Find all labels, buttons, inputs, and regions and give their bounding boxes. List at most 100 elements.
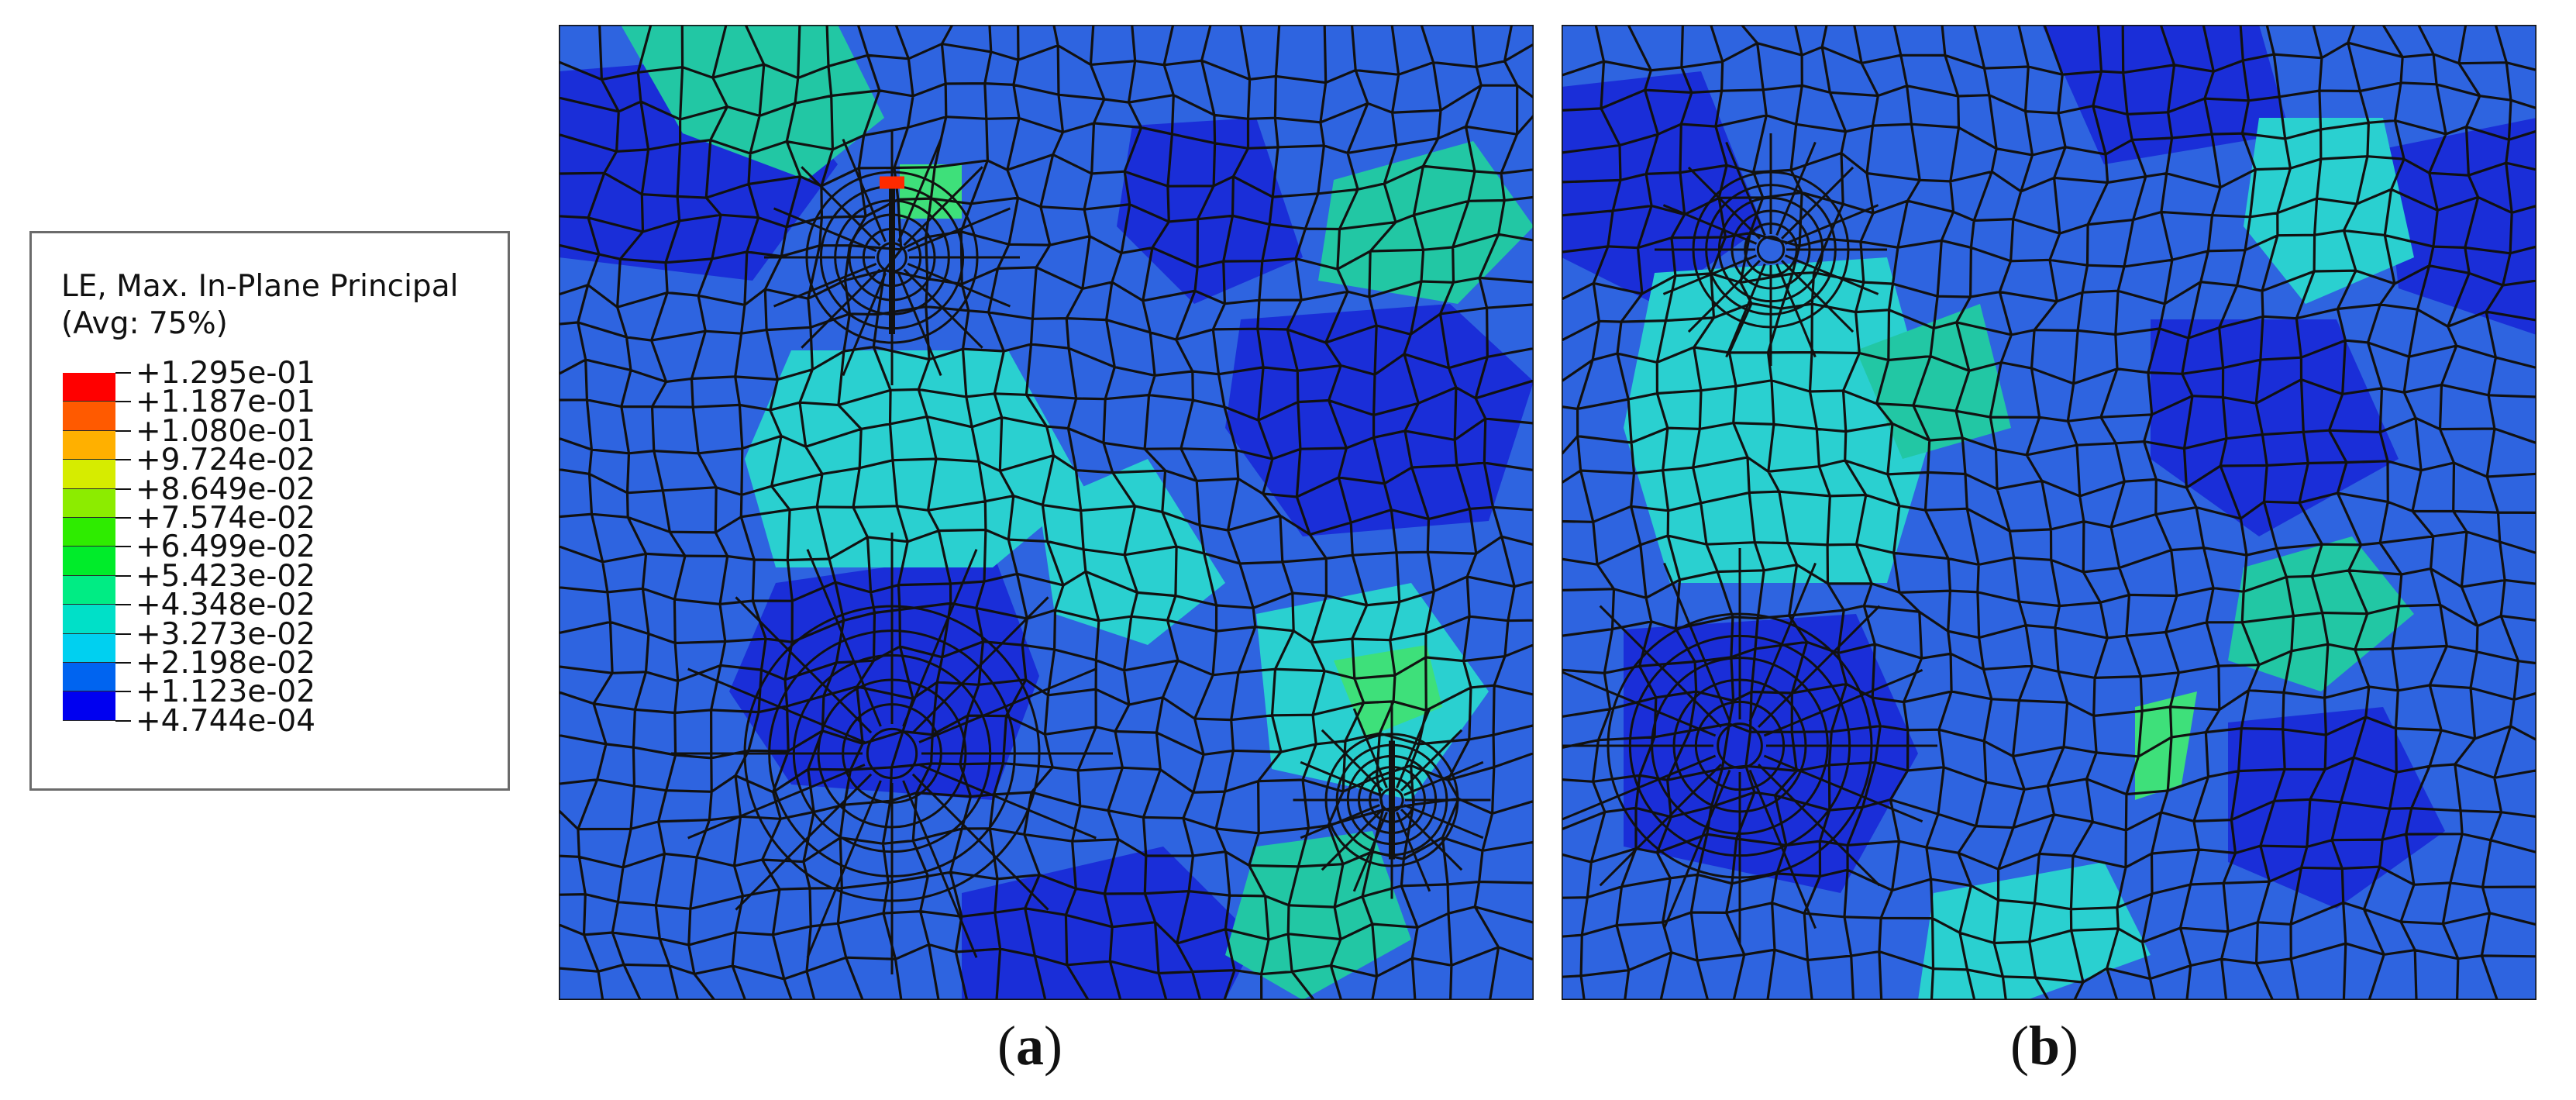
mesh-radial-line [1403,760,1484,796]
caption-a-letter: a [1015,1015,1044,1077]
mesh-radial-line [1663,562,1731,722]
legend-title: LE, Max. In-Plane Principal [61,269,459,304]
mesh-radial-line [1725,141,1766,236]
legend-subtitle: (Avg: 75%) [61,306,228,341]
legend-swatch [63,373,115,402]
contour-region-teal [1318,141,1534,304]
mesh-radial-line [897,272,942,377]
legend-tick-label: +6.499e-02 [136,529,316,565]
mesh-radial-line [1757,763,1881,887]
contour-region-deep_blue [1225,304,1534,536]
legend-tick-label: +1.295e-01 [136,356,316,391]
mesh-radial-line [773,207,877,252]
caption-b-letter: b [2028,1015,2061,1077]
mesh-radial-line [1599,605,1723,729]
mesh-radial-line [911,773,1049,911]
mesh-radial-line [1662,254,1758,295]
mesh-radial-line [1757,605,1881,729]
legend-swatch [63,605,115,634]
mesh-radial-line [907,207,1011,252]
legend-tick-label: +1.123e-02 [136,674,316,710]
legend-tick [115,662,131,664]
mesh-radial-line [1403,804,1484,840]
contour-region-deep_blue [2151,319,2399,536]
mesh-radial-line [1784,204,1879,245]
mesh-radial-line [1400,808,1463,871]
mesh-radial-line [1300,760,1380,796]
caption-a: (a) [997,1015,1062,1077]
mesh-radial-line [918,764,1097,840]
legend-color-scale [63,373,117,771]
refined-mesh-zone [671,533,1113,974]
mesh-grid [1562,25,2536,1000]
legend-tick [115,429,131,432]
mesh-radial-line [1396,708,1431,788]
mesh-radial-line [902,780,978,958]
mesh-radial-line [735,773,873,911]
legend-tick-label: +1.080e-01 [136,413,316,449]
legend-tick-label: +9.724e-02 [136,443,316,478]
mesh-radial-line [842,138,887,243]
legend-swatch [63,691,115,721]
mesh-radial-line [1775,263,1817,358]
contour-panel-a [559,25,1534,1000]
crack-tip-hotspot [880,176,904,189]
legend-swatch [63,633,115,663]
caption-b: (b) [2010,1015,2079,1077]
legend-swatch [63,575,115,605]
mesh-radial-line [1763,669,1923,737]
mesh-radial-line [1352,812,1388,892]
legend-swatch [63,547,115,576]
mesh-radial-line [1662,204,1758,245]
legend-box: LE, Max. In-Plane Principal (Avg: 75%) +… [29,231,510,791]
legend-tick [115,574,131,577]
mesh-radial-line [1400,729,1463,792]
refined-mesh-zone [764,129,1020,385]
contour-region-deep_blue [2042,25,2290,164]
mesh-radial-line [735,596,873,734]
crack-line [889,181,895,334]
contour-panel-b [1562,25,2536,1000]
legend-swatch [63,460,115,489]
mesh-radial-line [1781,260,1855,333]
mesh-radial-line [1725,263,1766,358]
legend-swatch [63,430,115,460]
mesh-radial-line [842,272,887,377]
contour-region-cyan [1039,459,1225,645]
legend-tick [115,488,131,490]
mesh-ring [1756,235,1786,264]
mesh-radial-line [911,596,1049,734]
legend-swatch [63,402,115,431]
mesh-radial-line [1748,769,1817,929]
legend-tick-label: +2.198e-02 [136,646,316,681]
mesh-radial-line [806,780,882,958]
mesh-radial-line [801,166,881,247]
legend-swatch [63,488,115,518]
mesh-radial-line [1687,166,1761,240]
legend-tick [115,633,131,635]
contour-region-teal [621,25,884,180]
mesh-radial-line [1775,141,1817,236]
refined-mesh-zone [1655,133,1887,366]
mesh-radial-line [1763,754,1923,822]
contour-region-green [2135,691,2197,800]
mesh-radial-line [1784,254,1879,295]
crack-line [1389,740,1395,860]
contour-region-cyan [1918,862,2151,1000]
contour-region-cyan [2244,118,2414,304]
legend-tick [115,691,131,693]
mesh-radial-line [687,764,866,840]
legend-tick-label: +5.423e-02 [136,558,316,594]
legend-tick-label: +7.574e-02 [136,501,316,536]
mesh-radial-line [1781,166,1855,240]
mesh-radial-line [801,268,881,349]
contour-region-deep_blue [1117,118,1303,304]
mesh-radial-line [1352,708,1388,788]
legend-tick [115,459,131,461]
legend-tick [115,401,131,403]
refined-mesh-zone [1562,548,1937,943]
contour-region-deep_blue [2228,707,2445,909]
mesh-radial-line [1300,804,1380,840]
mesh-radial-line [806,549,882,727]
refined-mesh-zone [1293,701,1491,899]
